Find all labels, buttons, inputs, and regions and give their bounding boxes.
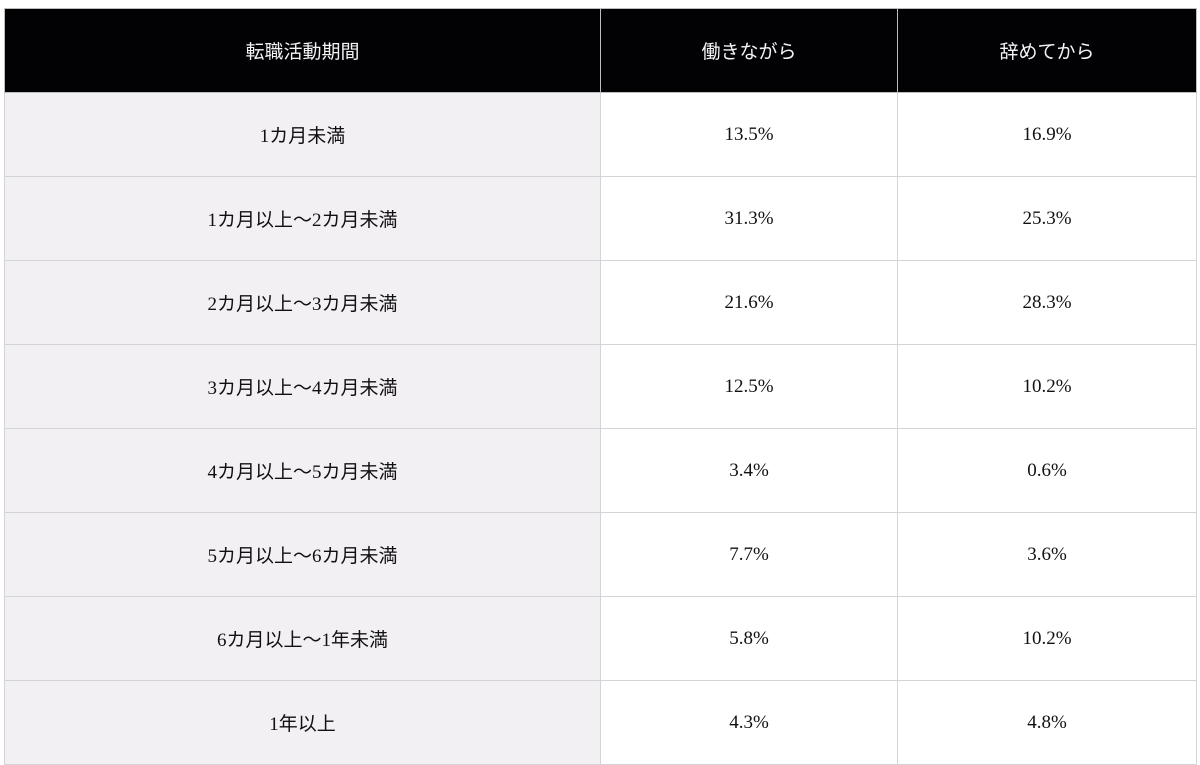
after-quitting-cell: 25.3% [897, 176, 1197, 261]
after-quitting-cell: 3.6% [897, 512, 1197, 597]
table-row: 1カ月以上〜2カ月未満 31.3% 25.3% [4, 176, 1197, 261]
header-row: 転職活動期間 働きながら 辞めてから [4, 8, 1197, 93]
table-row: 1カ月未満 13.5% 16.9% [4, 92, 1197, 177]
period-cell: 3カ月以上〜4カ月未満 [4, 344, 601, 429]
table-row: 3カ月以上〜4カ月未満 12.5% 10.2% [4, 344, 1197, 429]
after-quitting-cell: 0.6% [897, 428, 1197, 513]
after-quitting-cell: 10.2% [897, 596, 1197, 681]
while-working-cell: 13.5% [600, 92, 898, 177]
period-cell: 1カ月未満 [4, 92, 601, 177]
after-quitting-cell: 16.9% [897, 92, 1197, 177]
table-row: 4カ月以上〜5カ月未満 3.4% 0.6% [4, 428, 1197, 513]
job-change-period-table: 転職活動期間 働きながら 辞めてから 1カ月未満 13.5% 16.9% 1カ月以上〜… [4, 8, 1197, 765]
table-row: 6カ月以上〜1年未満 5.8% 10.2% [4, 596, 1197, 681]
header-period: 転職活動期間 [4, 8, 601, 93]
table-row: 1年以上 4.3% 4.8% [4, 680, 1197, 765]
while-working-cell: 31.3% [600, 176, 898, 261]
period-cell: 5カ月以上〜6カ月未満 [4, 512, 601, 597]
period-cell: 2カ月以上〜3カ月未満 [4, 260, 601, 345]
while-working-cell: 21.6% [600, 260, 898, 345]
period-cell: 1年以上 [4, 680, 601, 765]
while-working-cell: 3.4% [600, 428, 898, 513]
header-after-quitting: 辞めてから [897, 8, 1197, 93]
table-row: 2カ月以上〜3カ月未満 21.6% 28.3% [4, 260, 1197, 345]
after-quitting-cell: 28.3% [897, 260, 1197, 345]
while-working-cell: 5.8% [600, 596, 898, 681]
header-while-working: 働きながら [600, 8, 898, 93]
period-cell: 6カ月以上〜1年未満 [4, 596, 601, 681]
period-cell: 4カ月以上〜5カ月未満 [4, 428, 601, 513]
while-working-cell: 12.5% [600, 344, 898, 429]
after-quitting-cell: 10.2% [897, 344, 1197, 429]
while-working-cell: 7.7% [600, 512, 898, 597]
table-row: 5カ月以上〜6カ月未満 7.7% 3.6% [4, 512, 1197, 597]
period-cell: 1カ月以上〜2カ月未満 [4, 176, 601, 261]
